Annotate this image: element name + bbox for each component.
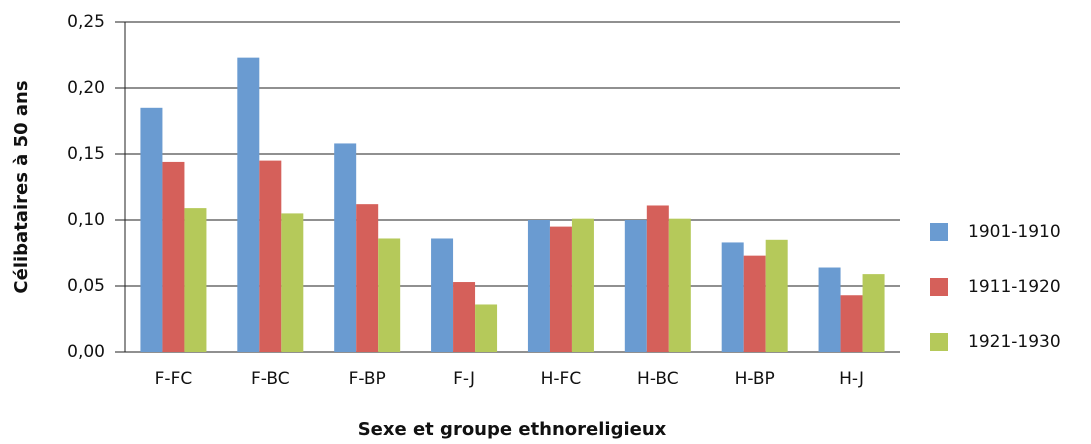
bar bbox=[668, 218, 691, 352]
y-tick-label: 0,15 bbox=[67, 144, 105, 164]
bar bbox=[571, 218, 594, 352]
bar bbox=[184, 208, 207, 352]
x-tick-label: F-BP bbox=[349, 369, 386, 389]
bar bbox=[259, 160, 282, 352]
bar bbox=[378, 238, 401, 352]
bar bbox=[818, 267, 841, 352]
legend-swatch bbox=[930, 333, 948, 351]
bar bbox=[721, 242, 744, 352]
bar bbox=[431, 238, 454, 352]
x-tick-label: H-BP bbox=[735, 369, 775, 389]
bar bbox=[356, 204, 379, 352]
legend-label: 1901-1910 bbox=[968, 222, 1061, 242]
bar bbox=[527, 220, 550, 352]
x-tick-label: F-J bbox=[453, 369, 475, 389]
y-tick-label: 0,20 bbox=[67, 78, 105, 98]
bar bbox=[765, 239, 788, 352]
bar bbox=[549, 226, 572, 352]
x-tick-label: H-BC bbox=[637, 369, 679, 389]
bar bbox=[862, 274, 885, 352]
x-axis-label: Sexe et groupe ethnoreligieux bbox=[358, 419, 667, 440]
legend-swatch bbox=[930, 223, 948, 241]
legend-label: 1921-1930 bbox=[968, 332, 1061, 352]
bar bbox=[840, 295, 863, 352]
legend-swatch bbox=[930, 278, 948, 296]
bar bbox=[140, 107, 163, 352]
bar bbox=[162, 161, 185, 352]
y-tick-label: 0,25 bbox=[67, 12, 105, 32]
legend-label: 1911-1920 bbox=[968, 277, 1061, 297]
bar bbox=[281, 213, 304, 352]
x-tick-label: F-FC bbox=[155, 369, 193, 389]
y-tick-label: 0,00 bbox=[67, 342, 105, 362]
bar bbox=[475, 304, 498, 352]
x-tick-label: H-J bbox=[839, 369, 864, 389]
bar bbox=[624, 220, 647, 352]
y-axis-label: Célibataires à 50 ans bbox=[11, 80, 32, 293]
y-tick-label: 0,10 bbox=[67, 210, 105, 230]
bar bbox=[237, 57, 260, 352]
bar bbox=[334, 143, 357, 352]
x-tick-label: F-BC bbox=[251, 369, 290, 389]
x-tick-label: H-FC bbox=[541, 369, 582, 389]
bar bbox=[646, 205, 669, 352]
bar bbox=[453, 282, 476, 352]
bar bbox=[743, 255, 766, 352]
y-tick-label: 0,05 bbox=[67, 276, 105, 296]
